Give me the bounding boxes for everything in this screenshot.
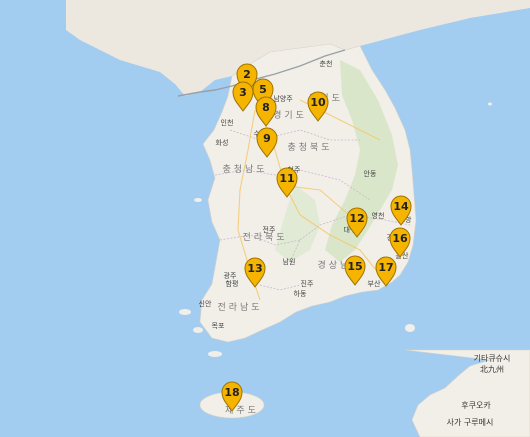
map-marker[interactable]: 15	[344, 255, 366, 286]
marker-label: 8	[262, 101, 270, 114]
island	[194, 198, 202, 202]
kyushu-land	[404, 349, 530, 437]
island	[179, 309, 191, 315]
region-label: 제주도	[225, 405, 259, 416]
city-label: 전주	[263, 225, 276, 234]
city-label: 진주	[301, 279, 314, 288]
city-label: 광주	[224, 272, 237, 280]
inset-city-label: 후쿠오카	[461, 401, 491, 410]
city-label: 청주	[288, 166, 301, 174]
city-label: 춘천	[320, 59, 333, 68]
island	[405, 324, 415, 332]
mountain-range-west	[275, 185, 320, 262]
marker-label: 9	[263, 132, 271, 145]
map-marker[interactable]: 17	[375, 256, 397, 287]
city-label: 울산	[396, 251, 409, 260]
marker-label: 16	[392, 232, 408, 245]
city-label: 남원	[283, 257, 296, 266]
marker-label: 2	[243, 68, 251, 81]
region-label: 경기도	[273, 109, 307, 121]
region-label: 전라북도	[242, 232, 287, 243]
map-marker[interactable]: 12	[346, 207, 368, 238]
inset-city-label: 北九州	[480, 365, 504, 374]
map-marker[interactable]: 8	[255, 96, 277, 127]
marker-label: 5	[259, 83, 267, 96]
map-marker[interactable]: 3	[232, 81, 254, 112]
mountain-range	[325, 60, 398, 262]
city-label: 화성	[216, 138, 229, 147]
marker-label: 18	[224, 386, 239, 399]
city-label: 영천	[372, 211, 385, 220]
inset-city-label: 기타큐슈시	[474, 354, 511, 363]
city-label: 목포	[212, 322, 225, 330]
city-label: 안동	[364, 169, 377, 178]
map-marker[interactable]: 9	[256, 127, 278, 158]
marker-label: 3	[239, 86, 247, 99]
marker-label: 11	[279, 172, 294, 185]
map-marker[interactable]: 13	[244, 257, 266, 288]
city-label: 함평	[226, 279, 239, 288]
island	[208, 351, 222, 357]
region-label: 충청북도	[287, 142, 332, 153]
island	[193, 327, 203, 333]
city-label: 하동	[294, 289, 307, 298]
marker-label: 13	[247, 262, 262, 275]
map-marker[interactable]: 11	[276, 167, 298, 198]
inset-city-label: 사가 구루메시	[447, 418, 494, 427]
map-marker[interactable]: 16	[389, 227, 411, 258]
marker-label: 14	[393, 200, 409, 213]
marker-label: 15	[347, 260, 362, 273]
marker-label: 12	[349, 212, 364, 225]
city-label: 대구	[344, 226, 357, 234]
city-label: 인천	[221, 118, 234, 127]
city-label: 부산	[368, 279, 381, 288]
map-marker[interactable]: 18	[221, 381, 243, 412]
map-marker[interactable]: 14	[390, 195, 412, 226]
island	[488, 102, 492, 106]
marker-label: 17	[378, 261, 393, 274]
city-label: 남양주	[273, 94, 293, 103]
city-label: 신안	[199, 299, 212, 308]
region-label: 충청남도	[222, 164, 267, 175]
map-markers: 2 3 5 8 9 10 11 12	[221, 63, 412, 412]
marker-label: 10	[310, 96, 326, 109]
region-label: 전라남도	[217, 302, 262, 313]
map-marker[interactable]: 10	[307, 91, 329, 122]
